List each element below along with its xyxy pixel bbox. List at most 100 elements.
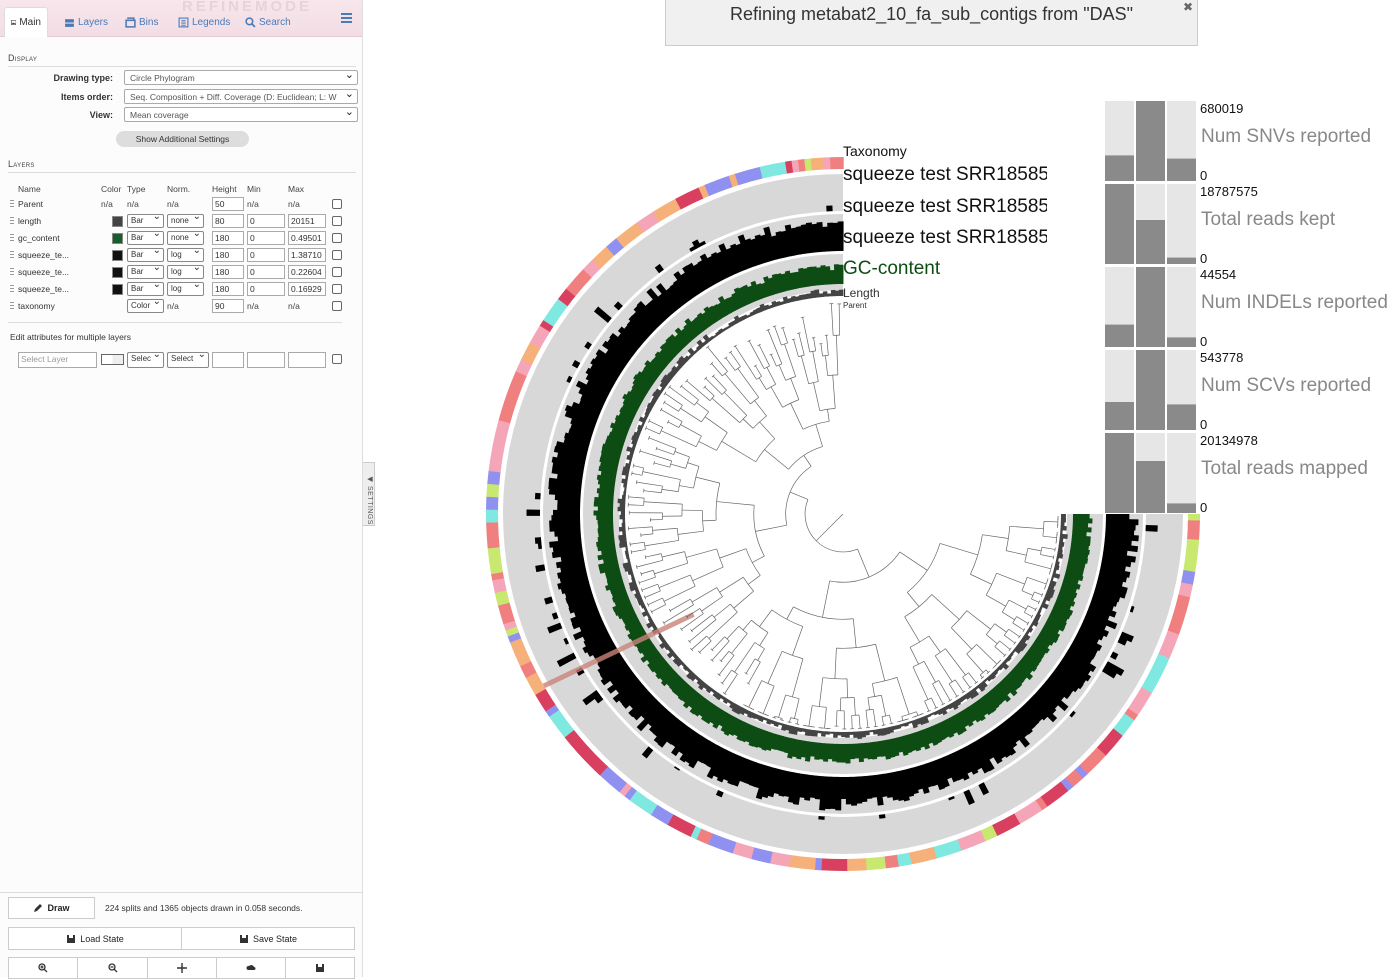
tree-arc (995, 641, 1000, 647)
tree-arc (986, 624, 994, 635)
tree-branch (889, 715, 891, 723)
ring-label-sample-2: squeeze test SRR18585 (843, 196, 1047, 218)
taxonomy-segment (824, 157, 832, 169)
tree-branch (1028, 548, 1041, 550)
tree-arc (723, 692, 726, 694)
tree-branch (790, 492, 808, 499)
tree-branch (825, 707, 827, 728)
tree-branch (720, 577, 744, 592)
tree-branch (705, 417, 727, 433)
tree-branch (649, 421, 663, 427)
taxonomy-segment (486, 483, 499, 497)
tree-branch (932, 594, 960, 619)
tree-arc (662, 598, 665, 605)
bar-panel-bar (1105, 402, 1134, 430)
length-bar (831, 290, 836, 296)
tree-arc (636, 565, 637, 569)
length-bar (620, 515, 626, 520)
tree-arc (1024, 606, 1027, 613)
bar-panel-min: 0 (1200, 251, 1207, 266)
bar-panel-bar (1136, 461, 1165, 513)
tree-branch (696, 477, 720, 483)
tree-arc (663, 621, 665, 624)
tree-branch (1028, 606, 1036, 610)
tree-arc (801, 317, 805, 318)
length-bar (621, 511, 625, 515)
tree-branch (913, 667, 928, 700)
tree-branch (995, 647, 1005, 656)
tree-arc (905, 719, 909, 720)
tree-arc (633, 464, 634, 468)
tree-branch (792, 626, 802, 655)
tree-arc (1018, 635, 1020, 638)
tree-branch (692, 615, 713, 631)
tree-branch (662, 489, 678, 491)
tree-branch (826, 335, 828, 355)
tree-branch (794, 339, 799, 356)
coverage-bar (841, 777, 847, 799)
tree-branch (986, 595, 1006, 606)
tree-branch (678, 531, 704, 534)
dendrogram (628, 304, 1058, 729)
tree-branch (858, 549, 870, 577)
length-bar (620, 503, 626, 508)
tree-branch (712, 364, 723, 376)
tree-arc (913, 661, 924, 667)
tree-branch (939, 680, 950, 700)
length-bar (853, 732, 858, 738)
tree-branch (681, 408, 702, 422)
tree-arc (912, 716, 916, 717)
tree-arc (998, 660, 1001, 663)
bar-panel-background (1167, 267, 1196, 347)
tree-arc (680, 628, 682, 631)
length-bar (857, 731, 862, 739)
tree-branch (905, 617, 920, 642)
tree-branch (732, 634, 748, 654)
tree-branch (791, 378, 799, 399)
tree-arc (1049, 571, 1050, 575)
ring-label-length: Length (843, 286, 880, 300)
tree-branch (661, 410, 682, 422)
coverage-bar (826, 205, 832, 211)
tree-branch (721, 651, 729, 661)
tree-branch (963, 677, 970, 687)
tree-branch (756, 525, 787, 531)
tree-branch (670, 387, 695, 405)
tree-branch (664, 402, 678, 411)
tree-arc (668, 385, 670, 388)
tree-branch (1040, 555, 1053, 558)
tree-branch (643, 472, 681, 480)
tree-arc (765, 714, 769, 715)
gc-content-bar (594, 510, 614, 515)
tree-branch (916, 712, 917, 716)
tree-arc (636, 480, 637, 484)
tree-arc (962, 691, 965, 693)
tree-branch (664, 586, 695, 601)
tree-branch (868, 698, 870, 710)
tree-branch (632, 473, 642, 475)
tree-arc (734, 345, 737, 347)
tree-branch (931, 698, 936, 708)
length-bar (618, 535, 626, 540)
bar-panel-bar (1136, 267, 1165, 347)
tree-branch (924, 661, 936, 682)
tree-arc (792, 339, 795, 340)
tree-branch (996, 573, 1024, 584)
tree-branch (759, 610, 771, 627)
tree-arc (739, 626, 748, 633)
tree-branch (734, 591, 754, 608)
tree-branch (910, 647, 918, 664)
length-bar (825, 731, 830, 734)
tree-arc (694, 400, 698, 405)
length-bar (823, 291, 828, 297)
tree-arc (1004, 629, 1008, 635)
tree-arc (955, 695, 958, 697)
tree-branch (897, 677, 909, 714)
tree-branch (760, 632, 768, 645)
tree-arc (690, 599, 693, 605)
length-bar (618, 507, 626, 512)
tree-arc (1014, 642, 1016, 645)
bar-panel-bar (1136, 350, 1165, 430)
tree-arc (803, 725, 807, 726)
